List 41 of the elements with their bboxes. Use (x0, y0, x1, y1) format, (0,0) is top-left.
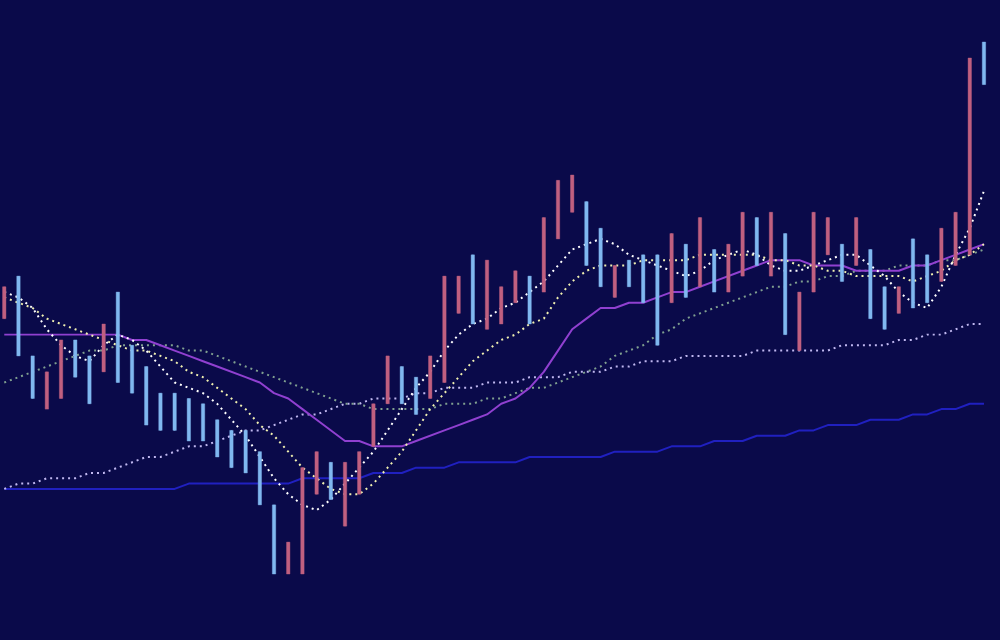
candlestick (30, 355, 35, 400)
candlestick (44, 371, 49, 410)
candlestick (2, 286, 7, 320)
candlestick (641, 254, 646, 304)
candlestick (130, 344, 134, 394)
candlestick (229, 429, 234, 469)
candlestick (357, 451, 362, 495)
candlestick (726, 243, 731, 293)
candlestick (754, 216, 759, 267)
candlestick (87, 355, 92, 405)
candlestick (328, 461, 333, 501)
candlestick (186, 397, 191, 442)
candlestick (513, 270, 518, 304)
candlestick (385, 355, 390, 405)
candlestick (73, 339, 78, 378)
candlestick (825, 216, 830, 256)
candlestick (172, 392, 177, 431)
candlestick (854, 216, 859, 267)
candlestick (925, 254, 930, 304)
candlestick (456, 275, 461, 314)
candlestick (570, 174, 575, 213)
candlestick (286, 541, 291, 575)
candlestick (414, 376, 418, 416)
candlestick (158, 392, 163, 431)
candlestick (499, 286, 504, 325)
candlestick (612, 264, 617, 298)
candlestick (527, 275, 532, 325)
candlestick (399, 365, 404, 405)
candlestick (840, 243, 844, 283)
candlestick (712, 248, 717, 293)
candlestick (896, 286, 901, 314)
candlestick (882, 286, 887, 330)
candlestick (428, 355, 433, 400)
candlestick (627, 259, 631, 288)
candlestick (201, 403, 205, 442)
candlestick (314, 451, 319, 495)
candlestick (101, 323, 106, 373)
candlestick (371, 403, 376, 447)
candlestick (243, 429, 248, 474)
candlestick (215, 419, 220, 458)
candlestick (982, 41, 986, 86)
